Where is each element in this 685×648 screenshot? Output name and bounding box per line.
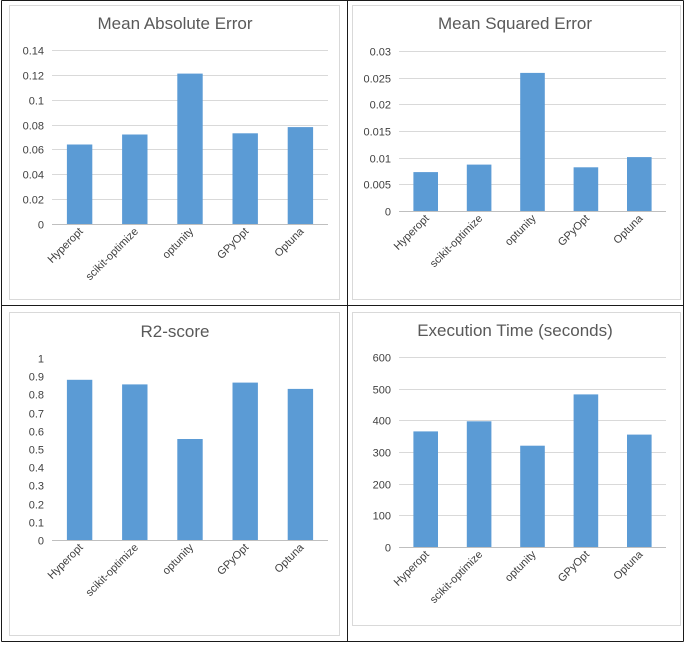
y-tick-label: 0.14: [23, 46, 44, 58]
x-category-label: GPyOpt: [556, 213, 592, 249]
x-category-label: Hyperopt: [392, 549, 432, 589]
y-tick-label: 0.02: [23, 195, 44, 207]
y-tick-label: 500: [373, 385, 391, 397]
bar-scikit-optimize: [466, 164, 492, 211]
y-tick-label: 400: [373, 416, 391, 428]
x-category-label: Optuna: [611, 212, 646, 247]
bar-hyperopt: [66, 144, 93, 224]
bar-optuna: [287, 127, 314, 224]
y-tick-label: 0.4: [29, 463, 44, 475]
x-category-label: scikit-optimize: [428, 549, 485, 606]
x-category-label: optunity: [160, 541, 196, 577]
chart-title: R2-score: [141, 322, 210, 341]
chart-area-border-4: [352, 312, 681, 626]
y-tick-label: 0.12: [23, 71, 44, 83]
x-category-label: optunity: [503, 212, 539, 248]
y-tick-label: 1: [38, 354, 44, 366]
charts-layer: Mean Absolute Error 0 0.02 0.04 0.06 0.08 0.1 0…: [23, 14, 666, 606]
bar-gpyopt: [573, 167, 599, 211]
bar-optunity: [520, 72, 545, 212]
bar-hyperopt: [66, 379, 93, 540]
y-tick-label: 0: [385, 207, 391, 219]
bar-optunity: [177, 73, 203, 224]
bar-hyperopt: [413, 431, 438, 547]
bar-optunity: [520, 445, 545, 547]
bar-scikit-optimize: [122, 134, 148, 224]
y-tick-label: 0: [38, 536, 44, 548]
y-tick-label: 0.5: [29, 445, 44, 457]
chart-title: Mean Squared Error: [438, 14, 592, 33]
y-tick-label: 0.06: [23, 145, 44, 157]
x-category-label: Optuna: [273, 225, 308, 260]
y-tick-label: 0.9: [29, 372, 44, 384]
chart-3: R2-score 0 0.1 0.2 0.3 0.4 0.5 0.6 0.7 0.8 0.9 1 Hyp…: [29, 322, 328, 599]
y-tick-label: 0.6: [29, 427, 44, 439]
bar-optuna: [627, 157, 652, 211]
x-category-label: Hyperopt: [392, 213, 432, 253]
y-tick-label: 0.7: [29, 409, 44, 421]
x-category-label: GPyOpt: [556, 549, 592, 585]
x-category-label: scikit-optimize: [428, 213, 485, 270]
bar-optunity: [177, 439, 203, 540]
y-tick-label: 0.1: [29, 96, 44, 108]
x-category-label: Hyperopt: [46, 226, 86, 266]
y-tick-label: 0.015: [363, 127, 391, 139]
chart-area-border-2: [352, 5, 681, 300]
y-tick-label: 600: [373, 353, 391, 365]
x-category-label: Hyperopt: [46, 542, 86, 582]
bar-hyperopt: [413, 172, 438, 211]
chart-4: Execution Time (seconds) 0 100 200 300 400 500…: [373, 321, 666, 606]
x-category-label: scikit-optimize: [84, 542, 141, 599]
x-category-label: scikit-optimize: [84, 226, 141, 283]
y-tick-label: 0.08: [23, 121, 44, 133]
chart-area-border-1: [9, 5, 340, 300]
y-tick-label: 300: [373, 448, 391, 460]
y-tick-label: 0.3: [29, 481, 44, 493]
bar-gpyopt: [232, 133, 258, 224]
chart-2: Mean Squared Error 0 0.005 0.01 0.015 0.02 0.0…: [363, 14, 666, 270]
chart-title: Mean Absolute Error: [98, 14, 253, 33]
chart-area-border-3: [9, 312, 340, 636]
x-category-label: GPyOpt: [215, 226, 251, 262]
bar-optuna: [627, 434, 652, 547]
chart-1: Mean Absolute Error 0 0.02 0.04 0.06 0.08 0.1 0…: [23, 14, 328, 283]
y-tick-label: 0.025: [363, 74, 391, 86]
y-tick-label: 0.02: [370, 100, 391, 112]
x-category-label: Optuna: [611, 548, 646, 583]
bar-optuna: [287, 388, 314, 540]
bar-gpyopt: [232, 382, 258, 540]
y-tick-label: 0.8: [29, 390, 44, 402]
y-tick-label: 0: [385, 543, 391, 555]
y-tick-label: 200: [373, 480, 391, 492]
y-tick-label: 100: [373, 511, 391, 523]
bar-scikit-optimize: [466, 421, 492, 547]
y-tick-label: 0.2: [29, 500, 44, 512]
x-category-label: GPyOpt: [215, 542, 251, 578]
chart-title: Execution Time (seconds): [417, 321, 613, 340]
y-tick-label: 0: [38, 220, 44, 232]
x-category-label: Optuna: [273, 541, 308, 576]
bar-gpyopt: [573, 394, 599, 547]
y-tick-label: 0.005: [363, 180, 391, 192]
y-tick-label: 0.04: [23, 170, 44, 182]
y-tick-label: 0.03: [370, 47, 391, 59]
y-tick-label: 0.01: [370, 154, 391, 166]
y-tick-label: 0.1: [29, 518, 44, 530]
x-category-label: optunity: [503, 548, 539, 584]
bar-scikit-optimize: [122, 384, 148, 540]
x-category-label: optunity: [160, 225, 196, 261]
